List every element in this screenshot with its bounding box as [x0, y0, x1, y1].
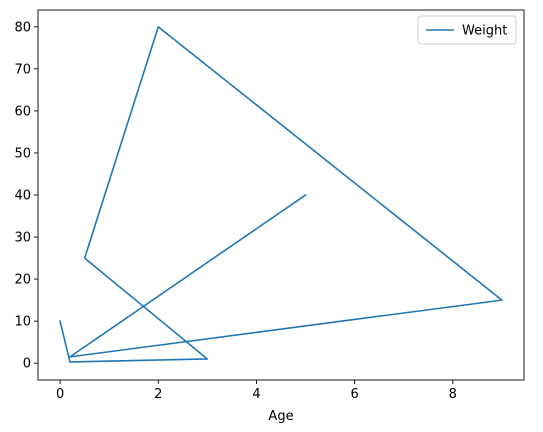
y-tick-label: 50 — [14, 146, 31, 161]
legend-label-weight: Weight — [462, 24, 507, 39]
x-tick-label: 0 — [56, 387, 64, 402]
x-tick-label: 2 — [154, 387, 162, 402]
y-tick-label: 30 — [14, 231, 31, 246]
y-tick-label: 10 — [14, 315, 31, 330]
y-tick-label: 0 — [23, 357, 31, 372]
y-tick-label: 40 — [14, 189, 31, 204]
x-axis-label: Age — [268, 409, 293, 424]
plot-area — [59, 26, 503, 363]
y-axis: 0 10 20 30 40 50 60 70 80 — [14, 20, 38, 372]
x-axis: 0 2 4 6 8 — [56, 380, 457, 402]
series-line-weight — [59, 26, 503, 363]
x-tick-label: 8 — [449, 387, 457, 402]
x-tick-label: 6 — [350, 387, 358, 402]
y-tick-label: 70 — [14, 62, 31, 77]
x-tick-label: 4 — [252, 387, 260, 402]
legend-box — [417, 15, 517, 45]
legend: Weight — [417, 15, 517, 45]
y-tick-label: 80 — [14, 20, 31, 35]
y-tick-label: 20 — [14, 273, 31, 288]
y-tick-label: 60 — [14, 104, 31, 119]
